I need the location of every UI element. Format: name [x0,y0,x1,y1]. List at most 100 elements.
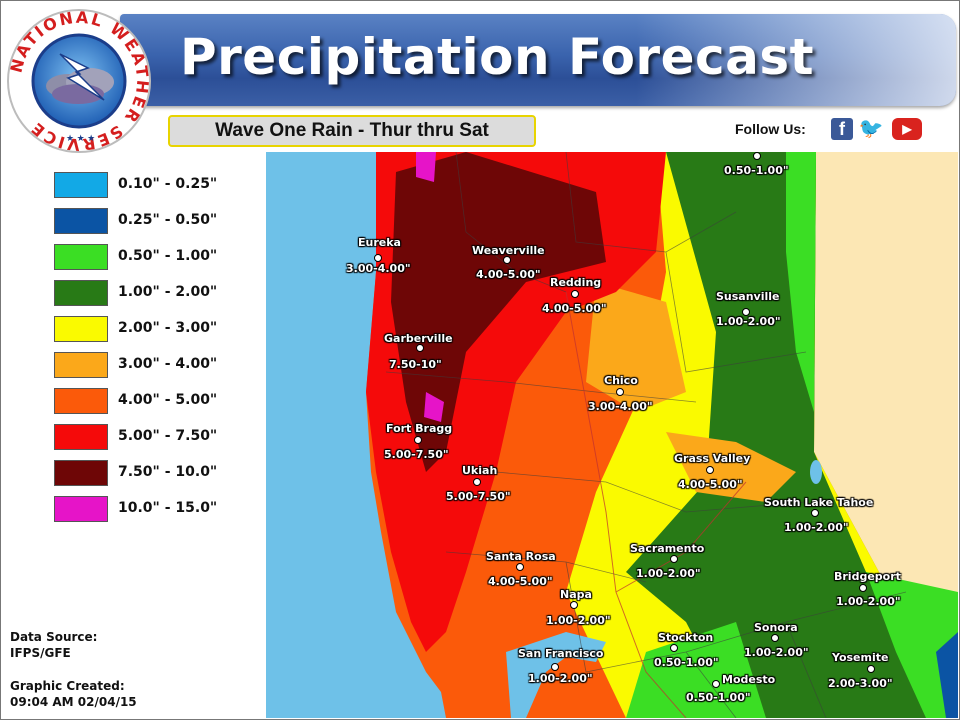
city-range: 3.00-4.00" [588,400,653,413]
city-range-ne: 0.50-1.00" [724,164,789,177]
city-range: 4.00-5.00" [678,478,743,491]
svg-text:★ ★ ★: ★ ★ ★ [66,133,95,143]
city-name: Susanville [716,290,780,303]
city-dot [753,152,761,160]
city-name: Fort Bragg [386,422,453,435]
nws-logo-icon: NATIONAL WEATHER SERVICE ★ ★ ★ [6,8,151,154]
city-range: 4.00-5.00" [488,575,553,588]
facebook-icon[interactable]: f [831,118,853,140]
legend-item: 4.00" - 5.00" [54,388,254,414]
graphic-created-value: 09:04 AM 02/04/15 [10,695,137,709]
city-dot [706,466,714,474]
city-name: Santa Rosa [486,550,556,563]
city-dot [811,509,819,517]
legend-item: 0.50" - 1.00" [54,244,254,270]
legend-item: 10.0" - 15.0" [54,496,254,522]
city-name: Bridgeport [834,570,901,583]
city-name: Weaverville [472,244,545,257]
city-range: 1.00-2.00" [636,567,701,580]
legend-item: 3.00" - 4.00" [54,352,254,378]
legend-item: 7.50" - 10.0" [54,460,254,486]
legend-swatch [54,316,108,342]
city-name: Napa [560,588,592,601]
city-dot [859,584,867,592]
city-range: 1.00-2.00" [716,315,781,328]
city-dot [473,478,481,486]
city-range: 1.00-2.00" [744,646,809,659]
legend-swatch [54,244,108,270]
legend-label: 3.00" - 4.00" [118,356,218,372]
city-dot [616,388,624,396]
data-source: Data Source: IFPS/GFE [10,629,97,661]
zone-3-4-sierra [666,432,796,502]
zone-3-4-chico [586,282,686,412]
city-dot [516,563,524,571]
city-range: 7.50-10" [389,358,442,371]
legend-swatch [54,460,108,486]
zone-0.25-0.5 [936,632,958,718]
city-dot [570,601,578,609]
legend-item: 5.00" - 7.50" [54,424,254,450]
city-dot [503,256,511,264]
city-name: Yosemite [832,651,889,664]
twitter-icon[interactable]: 🐦 [858,118,884,140]
city-name: Stockton [658,631,714,644]
nevada-region [814,152,958,718]
city-name: South Lake Tahoe [764,496,874,509]
city-range: 1.00-2.00" [836,595,901,608]
legend-item: 2.00" - 3.00" [54,316,254,342]
highways [565,291,747,718]
city-dot [416,344,424,352]
county-lines [385,152,907,718]
lake-tahoe [810,460,822,484]
city-range: 1.00-2.00" [784,521,849,534]
city-dot [712,680,720,688]
city-dot [771,634,779,642]
legend-swatch [54,208,108,234]
legend-item: 0.25" - 0.50" [54,208,254,234]
zone-0.5-1-valley [626,622,766,718]
city-name: Garberville [384,332,453,345]
map-canvas [266,152,958,718]
city-range: 3.00-4.00" [346,262,411,275]
legend-label: 4.00" - 5.00" [118,392,218,408]
title-bar: Precipitation Forecast [120,14,956,106]
city-dot [414,436,422,444]
city-name: Modesto [722,673,776,686]
city-dot [670,555,678,563]
zone-10-15-south [424,392,444,422]
city-name: Grass Valley [674,452,751,465]
city-name: Sonora [754,621,798,634]
zone-0.5-1-east [866,572,958,718]
city-range: 1.00-2.00" [528,672,593,685]
legend-item: 1.00" - 2.00" [54,280,254,306]
city-name: San Francisco [518,647,604,660]
city-name: Redding [550,276,602,289]
youtube-icon[interactable]: ▶ [892,118,922,140]
follow-us-label: Follow Us: [735,121,806,137]
subtitle-box: Wave One Rain - Thur thru Sat [168,115,536,147]
legend-label: 0.25" - 0.50" [118,212,218,228]
legend-label: 2.00" - 3.00" [118,320,218,336]
city-dot [742,308,750,316]
city-name: Eureka [358,236,401,249]
city-dot [571,290,579,298]
bay-water [506,632,606,718]
city-range: 2.00-3.00" [828,677,893,690]
city-dot [374,254,382,262]
zone-7.5-10 [391,152,606,472]
legend-swatch [54,388,108,414]
page-title: Precipitation Forecast [180,28,815,86]
legend-swatch [54,352,108,378]
city-range: 5.00-7.50" [384,448,449,461]
zone-1-2 [626,152,958,718]
graphic-created-label: Graphic Created: [10,679,125,693]
subtitle: Wave One Rain - Thur thru Sat [215,120,489,141]
city-range: 1.00-2.00" [546,614,611,627]
legend-label: 5.00" - 7.50" [118,428,218,444]
data-source-value: IFPS/GFE [10,646,71,660]
legend-swatch [54,496,108,522]
legend-swatch [54,280,108,306]
city-dot [551,663,559,671]
zone-0.5-1-north [786,152,816,412]
